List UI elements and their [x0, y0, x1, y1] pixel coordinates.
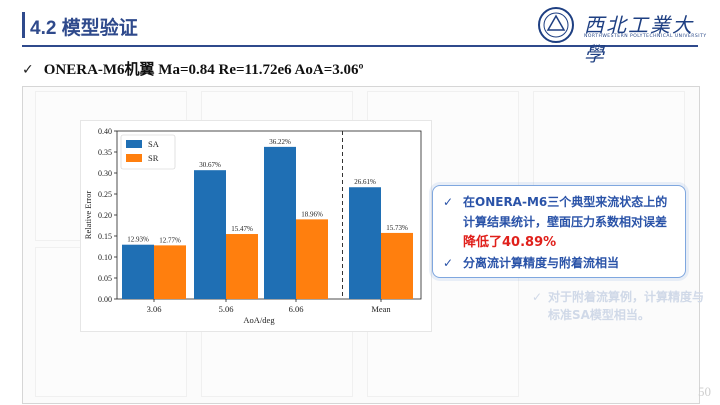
- y-tick-label: 0.35: [98, 148, 112, 157]
- bar-value-label: 12.77%: [159, 236, 181, 244]
- result-callout: ✓ 在ONERA-M6三个典型来流状态上的计算结果统计，壁面压力系数相对误差降低…: [432, 185, 686, 278]
- check-icon: ✓: [443, 256, 454, 270]
- y-axis-label: Relative Error: [83, 191, 93, 240]
- y-tick-label: 0.20: [98, 211, 112, 220]
- title-accent-bar: [22, 12, 25, 38]
- university-emblem-icon: [538, 7, 574, 43]
- x-tick-label: Mean: [371, 304, 391, 314]
- callout-point-2: ✓ 分离流计算精度与附着流相当: [443, 253, 675, 273]
- bar-value-label: 15.47%: [231, 225, 253, 233]
- relative-error-chart: 0.00 0.05 0.10 0.15 0.20 0.25 0.30 0.35 0.40 Rela…: [80, 120, 432, 332]
- bar-sa: [349, 187, 381, 299]
- x-axis-label: AoA/deg: [243, 315, 275, 325]
- bar-sr: [154, 245, 186, 299]
- y-tick-label: 0.25: [98, 190, 112, 199]
- bar-value-label: 12.93%: [127, 236, 149, 244]
- faded-note-text: 对于附着流算例，计算精度与标准SA模型相当。: [548, 290, 705, 322]
- bar-value-label: 36.22%: [269, 138, 291, 146]
- bar-sa: [194, 170, 226, 299]
- university-logo: 西北工業大學 NORTHWESTERN POLYTECHNICAL UNIVER…: [536, 6, 707, 66]
- x-tick-label: 3.06: [147, 304, 162, 314]
- bar-sr: [296, 219, 328, 299]
- bar-sa: [264, 146, 296, 299]
- legend-swatch-sa: [126, 140, 142, 148]
- legend-swatch-sr: [126, 154, 142, 162]
- bar-chart-svg: 0.00 0.05 0.10 0.15 0.20 0.25 0.30 0.35 0.40 Rela…: [83, 127, 422, 325]
- y-tick-label: 0.30: [98, 169, 112, 178]
- page-number: 50: [698, 384, 711, 399]
- x-tick-label: 5.06: [219, 304, 234, 314]
- bar-value-label: 18.96%: [301, 210, 323, 218]
- legend-label-sa: SA: [148, 139, 160, 149]
- check-icon: ✓: [22, 62, 34, 78]
- bar-value-label: 26.61%: [354, 178, 376, 186]
- callout-highlight: 降低了40.89%: [463, 235, 557, 250]
- callout-point-2-text: 分离流计算精度与附着流相当: [463, 256, 620, 270]
- y-tick-label: 0.05: [98, 274, 112, 283]
- check-icon: ✓: [532, 290, 543, 304]
- check-icon: ✓: [443, 195, 454, 209]
- slide-header: 4.2 模型验证 西北工業大學 NORTHWESTERN POLYTECHNIC…: [0, 0, 720, 66]
- y-tick-label: 0.00: [98, 295, 112, 304]
- case-subtitle-text: ONERA-M6机翼 Ma=0.84 Re=11.72e6 AoA=3.06º: [43, 62, 364, 78]
- bar-value-label: 30.67%: [199, 161, 221, 169]
- bar-value-label: 15.73%: [386, 224, 408, 232]
- logo-subtext: NORTHWESTERN POLYTECHNICAL UNIVERSITY: [584, 34, 707, 39]
- bar-sr: [226, 234, 258, 299]
- callout-point-1-text: 在ONERA-M6三个典型来流状态上的计算结果统计，壁面压力系数相对误差: [463, 195, 668, 229]
- title-underline: [22, 45, 698, 47]
- x-tick-label: 6.06: [289, 304, 304, 314]
- y-tick-label: 0.40: [98, 127, 112, 136]
- y-tick-label: 0.10: [98, 253, 112, 262]
- case-subtitle: ✓ ONERA-M6机翼 Ma=0.84 Re=11.72e6 AoA=3.06º: [22, 58, 363, 79]
- callout-point-1: ✓ 在ONERA-M6三个典型来流状态上的计算结果统计，壁面压力系数相对误差降低…: [443, 192, 675, 253]
- faded-note: ✓ 对于附着流算例，计算精度与标准SA模型相当。: [532, 288, 708, 324]
- slide-title: 4.2 模型验证: [30, 18, 138, 39]
- legend-label-sr: SR: [148, 153, 159, 163]
- y-tick-label: 0.15: [98, 232, 112, 241]
- bar-sr: [381, 232, 413, 299]
- bar-sa: [122, 244, 154, 299]
- logo-wordmark: 西北工業大學: [584, 13, 694, 66]
